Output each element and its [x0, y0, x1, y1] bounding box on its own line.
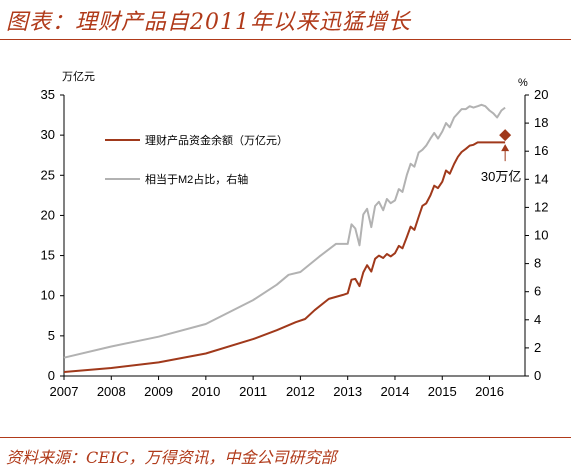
x-tick-label: 2012 [286, 384, 315, 399]
x-tick-label: 2015 [428, 384, 457, 399]
right-tick-label: 18 [534, 115, 548, 130]
right-tick-label: 16 [534, 143, 548, 158]
footer-divider [0, 437, 571, 438]
left-axis-unit: 万亿元 [62, 70, 95, 83]
title-divider [0, 39, 571, 40]
chart-area: 万亿元 % 0 5 10 15 20 25 30 35 0 2 4 6 8 10 12 14 16 18 20 200… [41, 70, 549, 399]
chart-title: 图表：理财产品自2011年以来迅猛增长 [6, 10, 411, 35]
annotation-label: 30万亿 [481, 169, 521, 184]
left-tick-label: 20 [41, 207, 55, 222]
series-line-m2-ratio [63, 103, 506, 359]
left-tick-label: 10 [41, 288, 55, 303]
x-tick-label: 2007 [50, 384, 79, 399]
left-tick-label: 5 [48, 328, 55, 343]
annotation-arrow-head [501, 144, 510, 152]
left-tick-label: 30 [41, 127, 55, 142]
right-tick-label: 2 [534, 340, 541, 355]
right-tick-label: 14 [534, 171, 548, 186]
left-tick-label: 15 [41, 248, 55, 263]
x-tick-label: 2016 [475, 384, 504, 399]
legend-label-wmp: 理财产品资金余额（万亿元） [145, 133, 288, 147]
right-tick-label: 4 [534, 312, 541, 327]
right-tick-label: 10 [534, 228, 548, 243]
x-tick-label: 2009 [144, 384, 173, 399]
x-tick-label: 2008 [97, 384, 126, 399]
left-tick-label: 25 [41, 167, 55, 182]
right-tick-label: 20 [534, 87, 548, 102]
x-tick-label: 2013 [333, 384, 362, 399]
x-tick-label: 2010 [191, 384, 220, 399]
x-tick-label: 2014 [381, 384, 410, 399]
left-tick-label: 0 [48, 368, 55, 383]
left-tick-label: 35 [41, 87, 55, 102]
annotation-marker [499, 129, 512, 142]
chart-source: 资料来源：CEIC，万得资讯，中金公司研究部 [6, 448, 337, 467]
right-tick-label: 12 [534, 199, 548, 214]
right-axis-unit: % [518, 77, 528, 89]
legend-label-m2: 相当于M2占比，右轴 [145, 172, 248, 186]
right-tick-label: 8 [534, 256, 541, 271]
right-tick-label: 6 [534, 284, 541, 299]
x-tick-label: 2011 [239, 384, 267, 399]
right-tick-label: 0 [534, 368, 541, 383]
series-line-wmp-balance [63, 141, 506, 373]
